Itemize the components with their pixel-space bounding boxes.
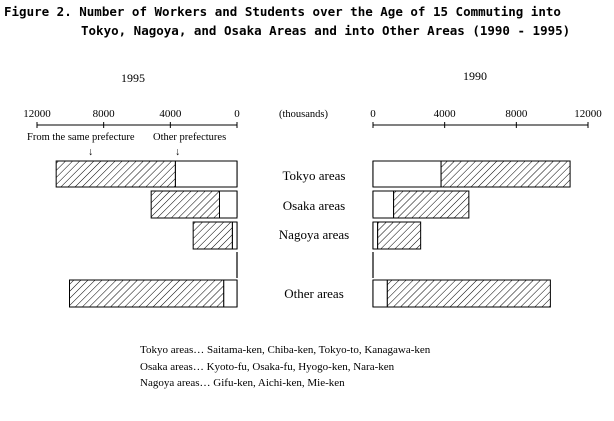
left-bar-same-prefecture bbox=[192, 221, 233, 250]
left-bar-other-prefectures bbox=[231, 221, 238, 250]
right-bar-other-prefectures bbox=[372, 279, 388, 308]
left-tick-label: 0 bbox=[234, 108, 240, 120]
right-panel-1990: 0 4000 8000 12000 bbox=[370, 108, 602, 308]
right-bar-other-prefectures bbox=[372, 160, 442, 188]
chart-title-line1: Figure 2. Number of Workers and Students… bbox=[4, 4, 561, 19]
right-bar-same-prefecture bbox=[440, 160, 571, 188]
arrow-down-icon: ↓ bbox=[88, 147, 93, 158]
arrow-down-icon: ↓ bbox=[175, 147, 180, 158]
left-bar-other-prefectures bbox=[174, 160, 238, 188]
right-panel-year: 1990 bbox=[463, 69, 487, 83]
note-nagoya-areas: Nagoya areas… Gifu-ken, Aichi-ken, Mie-k… bbox=[140, 377, 345, 389]
left-bar-same-prefecture bbox=[150, 190, 221, 219]
right-tick-label: 12000 bbox=[574, 108, 602, 120]
right-bar-other-prefectures bbox=[372, 190, 395, 219]
left-tick-label: 8000 bbox=[93, 108, 116, 120]
right-bar-same-prefecture bbox=[377, 221, 422, 250]
category-label: Other areas bbox=[284, 286, 344, 301]
units-label: (thousands) bbox=[279, 109, 328, 120]
annotation-same-prefecture: From the same prefecture bbox=[27, 132, 135, 143]
note-osaka-areas: Osaka areas… Kyoto-fu, Osaka-fu, Hyogo-k… bbox=[140, 361, 395, 373]
left-tick-label: 12000 bbox=[23, 108, 51, 120]
left-panel-1995: 12000 8000 4000 0 bbox=[23, 108, 240, 308]
left-bar-same-prefecture bbox=[55, 160, 176, 188]
note-tokyo-areas: Tokyo areas… Saitama-ken, Chiba-ken, Tok… bbox=[140, 344, 431, 356]
right-tick-label: 4000 bbox=[434, 108, 457, 120]
left-bar-other-prefectures bbox=[223, 279, 238, 308]
left-bar-same-prefecture bbox=[69, 279, 225, 308]
category-labels: Tokyo areas Osaka areas Nagoya areas Other … bbox=[279, 168, 349, 301]
right-bar-same-prefecture bbox=[386, 279, 551, 308]
right-tick-label: 8000 bbox=[505, 108, 528, 120]
right-tick-label: 0 bbox=[370, 108, 376, 120]
left-bar-other-prefectures bbox=[219, 190, 238, 219]
category-label: Tokyo areas bbox=[283, 168, 346, 183]
category-label: Nagoya areas bbox=[279, 227, 349, 242]
right-bar-other-prefectures bbox=[372, 221, 379, 250]
chart-title-line2: Tokyo, Nagoya, and Osaka Areas and into … bbox=[81, 23, 570, 38]
annotation-other-prefectures: Other prefectures bbox=[153, 132, 226, 143]
right-bar-same-prefecture bbox=[393, 190, 470, 219]
category-label: Osaka areas bbox=[283, 198, 345, 213]
left-tick-label: 4000 bbox=[159, 108, 182, 120]
left-panel-year: 1995 bbox=[121, 71, 145, 85]
